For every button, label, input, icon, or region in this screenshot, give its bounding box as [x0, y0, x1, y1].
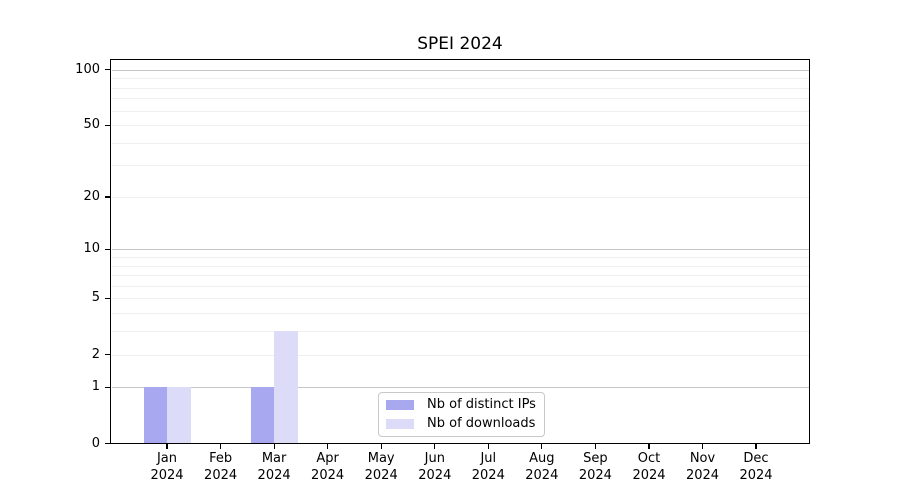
y-tick-label: 0 — [91, 435, 100, 451]
x-tick-label: Sep 2024 — [578, 451, 612, 483]
gridline-minor — [112, 87, 809, 89]
gridline-minor — [112, 98, 809, 100]
x-tick-label: Mar 2024 — [257, 451, 291, 483]
y-tick-label: 2 — [91, 346, 100, 362]
bar-downloads — [274, 331, 298, 444]
x-tick-label: May 2024 — [364, 451, 398, 483]
y-tick-mark — [105, 353, 110, 356]
gridline-minor — [112, 165, 809, 167]
y-tick-mark — [105, 248, 110, 250]
x-tick-label: Aug 2024 — [525, 451, 559, 483]
chart-title: SPEI 2024 — [417, 34, 503, 54]
y-tick-mark — [105, 386, 110, 389]
y-tick-label: 5 — [91, 290, 100, 306]
gridline-minor — [112, 197, 809, 198]
gridline-minor — [112, 78, 809, 80]
gridline-minor — [112, 125, 809, 127]
gridline-minor — [112, 142, 809, 144]
x-tick-mark — [487, 444, 489, 449]
x-tick-label: Jun 2024 — [418, 451, 452, 483]
legend-item: Nb of distinct IPs — [386, 397, 544, 413]
x-tick-mark — [166, 444, 168, 449]
gridline-major — [112, 249, 809, 251]
legend: Nb of distinct IPs Nb of downloads — [378, 392, 545, 437]
x-tick-label: Feb 2024 — [204, 451, 238, 483]
bar-downloads — [167, 387, 191, 444]
x-tick-mark — [701, 444, 704, 449]
y-tick-label: 10 — [83, 241, 100, 257]
bar-distinct-ips — [143, 387, 167, 444]
y-tick-mark — [105, 442, 110, 445]
gridline-minor — [112, 275, 809, 277]
plot-area-frame — [110, 59, 810, 444]
gridline-minor — [112, 285, 809, 287]
x-tick-mark — [541, 444, 543, 449]
y-tick-mark — [105, 196, 110, 198]
x-tick-mark — [755, 444, 757, 449]
gridline-minor — [112, 354, 809, 356]
x-tick-mark — [220, 444, 222, 449]
y-tick-label: 50 — [83, 117, 100, 133]
y-tick-label: 100 — [75, 61, 100, 77]
y-tick-label: 1 — [91, 379, 100, 395]
x-tick-label: Oct 2024 — [632, 451, 666, 483]
gridline-minor — [112, 265, 809, 267]
x-tick-label: Nov 2024 — [685, 451, 720, 483]
legend-swatch — [386, 399, 414, 411]
x-tick-mark — [380, 444, 382, 449]
gridline-minor — [112, 298, 809, 300]
bar-distinct-ips — [250, 387, 275, 444]
x-tick-label: Dec 2024 — [739, 451, 773, 483]
x-tick-label: Jul 2024 — [471, 451, 505, 483]
x-tick-label: Apr 2024 — [311, 451, 345, 483]
x-tick-mark — [434, 444, 436, 449]
gridline-minor — [112, 331, 809, 333]
legend-label: Nb of downloads — [427, 416, 536, 431]
y-tick-mark — [105, 69, 110, 71]
gridline-minor — [112, 110, 809, 112]
x-tick-mark — [327, 444, 329, 449]
y-tick-label: 20 — [83, 189, 100, 204]
x-tick-label: Jan 2024 — [150, 451, 184, 483]
gridline-minor — [112, 257, 809, 259]
legend-label: Nb of distinct IPs — [427, 397, 536, 412]
gridline-major — [112, 387, 809, 389]
y-tick-mark — [105, 297, 110, 300]
x-tick-mark — [648, 444, 650, 449]
legend-item: Nb of downloads — [386, 416, 544, 432]
x-tick-mark — [594, 444, 597, 449]
y-tick-mark — [105, 124, 110, 126]
gridline-major — [112, 69, 809, 71]
gridline-minor — [112, 313, 809, 315]
legend-swatch — [386, 418, 414, 430]
x-tick-mark — [273, 444, 275, 449]
